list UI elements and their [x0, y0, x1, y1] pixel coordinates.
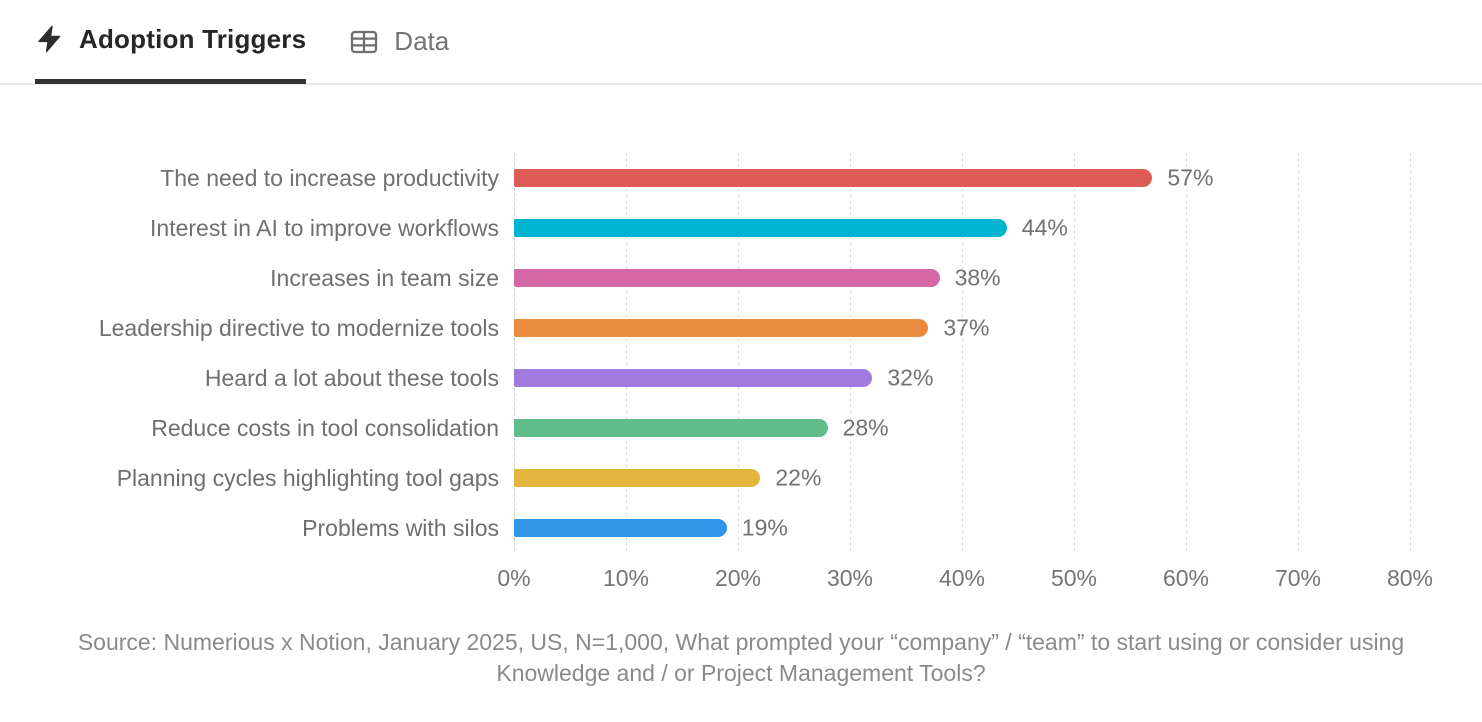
category-label: Heard a lot about these tools — [204, 364, 499, 391]
bar[interactable] — [514, 469, 761, 487]
x-tick-label: 50% — [1050, 565, 1098, 591]
x-tick-label: 10% — [602, 565, 650, 591]
tab-data[interactable]: Data — [348, 0, 449, 83]
category-label: Leadership directive to modernize tools — [98, 314, 499, 341]
tab-bar: Adoption Triggers Data — [0, 0, 1482, 85]
bar-value-label: 44% — [1021, 214, 1068, 241]
bar-value-label: 28% — [842, 414, 889, 441]
bar[interactable] — [514, 169, 1153, 187]
chart-row: Heard a lot about these tools 32% — [0, 353, 1482, 403]
bar-track: 22% — [514, 453, 1410, 503]
chart-row: Leadership directive to modernize tools 3… — [0, 303, 1482, 353]
chart-rows: The need to increase productivity 57% Inte… — [0, 153, 1482, 553]
category-label: Increases in team size — [270, 264, 499, 291]
bar-track: 19% — [514, 503, 1410, 553]
source-footnote: Source: Numerious x Notion, January 2025… — [77, 629, 1405, 686]
category-label: Planning cycles highlighting tool gaps — [116, 464, 499, 491]
bar-track: 57% — [514, 153, 1410, 203]
bar-value-label: 57% — [1167, 164, 1214, 191]
bar[interactable] — [514, 519, 727, 537]
x-tick-label: 20% — [714, 565, 762, 591]
bar[interactable] — [514, 269, 940, 287]
x-tick-label: 80% — [1386, 565, 1434, 591]
table-icon — [348, 26, 380, 58]
category-label: The need to increase productivity — [160, 164, 499, 191]
x-axis-ticks: 0% 10% 20% 30% 40% 50% 60% 70% 80% — [0, 565, 1482, 593]
bar[interactable] — [514, 419, 828, 437]
chart-row: Problems with silos 19% — [0, 503, 1482, 553]
bar-track: 28% — [514, 403, 1410, 453]
x-tick-label: 40% — [938, 565, 986, 591]
bar-track: 37% — [514, 303, 1410, 353]
bar-track: 38% — [514, 253, 1410, 303]
tab-label: Adoption Triggers — [79, 23, 307, 54]
category-label: Problems with silos — [302, 514, 499, 541]
bar-value-label: 22% — [775, 464, 822, 491]
bar-value-label: 38% — [954, 264, 1001, 291]
bar-chart: The need to increase productivity 57% Inte… — [0, 153, 1482, 593]
bar-value-label: 32% — [887, 364, 934, 391]
chart-row: Interest in AI to improve workflows 44% — [0, 203, 1482, 253]
x-tick-label: 30% — [826, 565, 874, 591]
category-label: Reduce costs in tool consolidation — [151, 414, 499, 441]
bar-value-label: 19% — [741, 514, 788, 541]
x-tick-label: 60% — [1162, 565, 1210, 591]
x-tick-label: 0% — [497, 565, 531, 591]
bar-track: 32% — [514, 353, 1410, 403]
bar[interactable] — [514, 369, 873, 387]
bar[interactable] — [514, 319, 929, 337]
chart-row: Increases in team size 38% — [0, 253, 1482, 303]
bar-track: 44% — [514, 203, 1410, 253]
chart-row: Reduce costs in tool consolidation 28% — [0, 403, 1482, 453]
tab-label: Data — [394, 26, 450, 56]
chart-row: The need to increase productivity 57% — [0, 153, 1482, 203]
chart-row: Planning cycles highlighting tool gaps 22… — [0, 453, 1482, 503]
bar[interactable] — [514, 219, 1007, 237]
category-label: Interest in AI to improve workflows — [150, 214, 499, 241]
bolt-icon — [35, 24, 65, 54]
x-tick-label: 70% — [1274, 565, 1322, 591]
tab-adoption-triggers[interactable]: Adoption Triggers — [35, 1, 307, 84]
bar-value-label: 37% — [943, 314, 990, 341]
